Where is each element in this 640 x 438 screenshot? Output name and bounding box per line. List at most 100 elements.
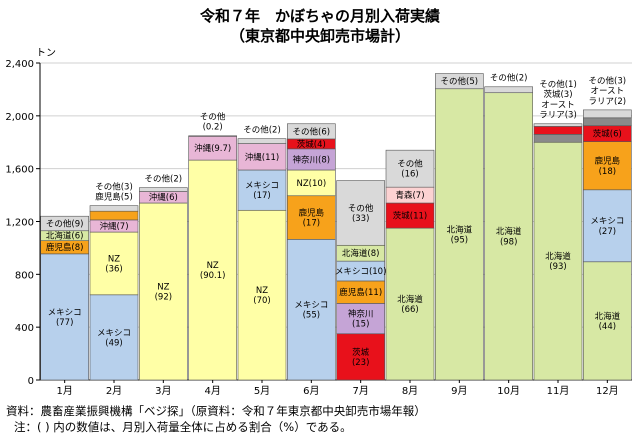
x-tick-label: 3月 (155, 385, 171, 397)
bar-segment-label: メキシコ(49) (97, 328, 131, 348)
bar-segment (287, 123, 336, 140)
bar-segment-label: 神奈川(8) (293, 154, 331, 165)
y-tick-label: 1,200 (5, 218, 34, 229)
bar-segment-label: その他(9) (46, 218, 84, 229)
bar-segment-label: 北海道(98) (496, 226, 522, 247)
bar-segment (435, 73, 484, 90)
x-tick-label: 11月 (547, 385, 570, 397)
bar-segment-label: 北海道(6) (46, 231, 84, 242)
bar-segment (385, 202, 435, 229)
bar-segment-label: メキシコ(10) (335, 267, 386, 277)
x-tick-label: 1月 (56, 385, 72, 397)
bar-segment (237, 143, 287, 171)
bar-segment-label: その他(16) (397, 159, 423, 180)
bar-segment-label: 北海道(44) (595, 311, 621, 332)
bar-segment-label: NZ(10) (297, 179, 327, 189)
x-tick-label: 10月 (497, 385, 520, 397)
bar-segment-label: その他(33) (348, 203, 374, 224)
bar-segment-label: メキシコ(77) (48, 308, 82, 328)
y-tick-label: 1,600 (5, 165, 34, 176)
chart-title: 令和７年 かぼちゃの月別入荷実績 (199, 7, 440, 25)
bar-segment (336, 303, 385, 335)
bar-segment (287, 195, 336, 240)
bar-segment-label: 沖縄(6) (149, 192, 178, 203)
bar-segment (533, 134, 583, 143)
bar-segment (139, 202, 188, 381)
bar-callout-label: その他(2) (490, 73, 528, 84)
y-tick-label: 2,400 (5, 59, 34, 70)
bar-segment-label: 神奈川(15) (348, 308, 374, 329)
bar-segment-label: 鹿児島(18) (595, 156, 621, 177)
bar-segment (336, 180, 385, 246)
bar-segment-label: NZ (70) (253, 286, 270, 306)
bar-callout-label: その他(0.2) (200, 111, 226, 132)
bar-segment-label: 茨城(23) (352, 347, 370, 368)
bar-callout-label: その他(3)オーストラリア(2) (589, 75, 627, 106)
y-tick-label: 0 (28, 376, 34, 387)
x-tick-label: 4月 (204, 385, 220, 397)
y-tick-label: 2,000 (5, 112, 34, 123)
x-tick-label: 7月 (352, 385, 368, 397)
bar-segment (89, 231, 139, 296)
x-tick-label: 6月 (303, 385, 319, 397)
bar-segment-label: 茨城(11) (393, 211, 427, 222)
bar-segment-label: 沖縄(7) (99, 221, 128, 232)
bar-segment-label: 茨城(4) (297, 139, 326, 150)
bar-segment-label: 鹿児島(17) (299, 207, 325, 228)
bar-segment-label: 鹿児島(11) (339, 287, 382, 298)
bar-segment (237, 138, 287, 144)
bar-segment-label: NZ (92) (155, 282, 172, 302)
bar-callout-label: その他(3)鹿児島(5) (95, 181, 133, 202)
bar-segment (40, 253, 89, 381)
bar-segment (484, 86, 533, 94)
bar-segment (336, 333, 385, 381)
bar-segment-label: NZ (36) (105, 254, 122, 274)
bar-segment-label: NZ (90.1) (200, 261, 226, 281)
y-tick-label: 800 (15, 270, 34, 281)
bar-segment-label: 北海道(95) (447, 224, 473, 245)
bar-segment-label: 北海道(66) (397, 294, 423, 315)
bar-segment-label: その他(5) (441, 76, 479, 87)
bar-segment (89, 205, 139, 212)
y-tick-label: 400 (15, 323, 34, 334)
footnote: 注：( ) 内の数値は、月別入荷量全体に占める割合（%）である。 (14, 420, 352, 434)
bar-segment-label: 北海道(8) (342, 248, 380, 259)
bar-segment (139, 187, 188, 192)
bar-segment-label: 北海道(93) (545, 251, 571, 272)
bar-segment (583, 189, 632, 263)
x-tick-label: 8月 (402, 385, 418, 397)
bar-segment (188, 159, 237, 381)
bar-segment-label: メキシコ(27) (590, 217, 624, 237)
bar-callout-label: その他(2) (145, 174, 183, 185)
bar-segment (89, 210, 139, 221)
bar-segment (583, 109, 632, 119)
x-tick-label: 12月 (596, 385, 619, 397)
bar-segment (287, 239, 336, 381)
bar-segment (237, 209, 287, 381)
bar-callout-label: その他(1)茨城(3)オーストラリア(3) (539, 79, 577, 121)
x-tick-label: 5月 (254, 385, 270, 397)
bar-segment-label: 茨城(6) (593, 129, 622, 140)
bar-segment (89, 294, 139, 381)
bar-segment-label: その他(6) (293, 126, 331, 137)
chart-subtitle: （東京都中央卸売市場計） (229, 27, 410, 45)
bar-segment (533, 126, 583, 135)
bar-segment-label: 沖縄(9.7) (194, 143, 231, 154)
bar-segment (385, 149, 435, 188)
bar-segment (533, 123, 583, 127)
bar-segment (40, 215, 89, 232)
bar-segment-label: メキシコ(55) (294, 301, 328, 321)
source-note: 資料：農畜産業振興機構「ベジ探」（原資料：令和７年東京都中央卸売市場年報） (6, 404, 426, 418)
x-tick-label: 9月 (451, 385, 467, 397)
bar-segment-label: 沖縄(11) (245, 152, 279, 163)
chart-footer: 資料：農畜産業振興機構「ベジ探」（原資料：令和７年東京都中央卸売市場年報） 注：… (6, 403, 426, 435)
x-tick-label: 2月 (106, 385, 122, 397)
bar-segment-label: 青森(7) (395, 190, 424, 201)
bar-segment (237, 169, 287, 211)
bar-segment (583, 117, 632, 127)
bar-segment (533, 141, 583, 381)
bar-segment (188, 135, 237, 137)
y-axis-unit-label: トン (36, 48, 56, 59)
bar-segment (583, 141, 632, 191)
